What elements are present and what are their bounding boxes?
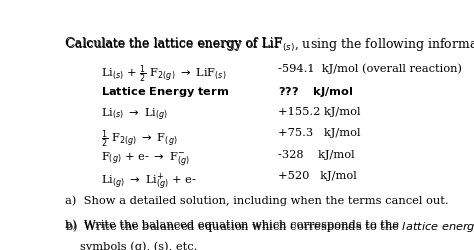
Text: a)  Show a detailed solution, including when the terms cancel out.: a) Show a detailed solution, including w… bbox=[65, 195, 448, 205]
Text: -328    kJ/mol: -328 kJ/mol bbox=[278, 150, 355, 160]
Text: Calculate the lattice energy of LiF: Calculate the lattice energy of LiF bbox=[65, 37, 282, 50]
Text: +75.3   kJ/mol: +75.3 kJ/mol bbox=[278, 128, 360, 138]
Text: Li$_{(s)}$ + $\frac{1}{2}$ F$_{2(g)}$ $\rightarrow$ LiF$_{(s)}$: Li$_{(s)}$ + $\frac{1}{2}$ F$_{2(g)}$ $\… bbox=[101, 64, 227, 85]
Text: F$_{(g)}$ + e- $\rightarrow$ F$^{-}_{(g)}$: F$_{(g)}$ + e- $\rightarrow$ F$^{-}_{(g)… bbox=[101, 150, 190, 168]
Text: -594.1  kJ/mol (overall reaction): -594.1 kJ/mol (overall reaction) bbox=[278, 64, 462, 74]
Text: $\bf{Lattice\ Energy\ term}$: $\bf{Lattice\ Energy\ term}$ bbox=[101, 85, 229, 99]
Text: Calculate the lattice energy of LiF$_{(s)}$, using the following information:: Calculate the lattice energy of LiF$_{(s… bbox=[65, 37, 474, 54]
Text: symbols (g), (s), etc.: symbols (g), (s), etc. bbox=[80, 241, 197, 250]
Text: b)  Write the balanced equation which corresponds to the: b) Write the balanced equation which cor… bbox=[65, 219, 399, 230]
Text: b)  Write the balanced equation which corresponds to the $\it{lattice\ energy}$,: b) Write the balanced equation which cor… bbox=[65, 219, 474, 234]
Text: Li$_{(g)}$ $\rightarrow$ Li$^{+}_{(g)}$ + e-: Li$_{(g)}$ $\rightarrow$ Li$^{+}_{(g)}$ … bbox=[101, 172, 197, 192]
Text: Calculate the lattice energy of LiF: Calculate the lattice energy of LiF bbox=[65, 37, 298, 50]
Text: +520   kJ/mol: +520 kJ/mol bbox=[278, 172, 356, 181]
Text: $\frac{1}{2}$ F$_{2(g)}$ $\rightarrow$ F$_{(g)}$: $\frac{1}{2}$ F$_{2(g)}$ $\rightarrow$ F… bbox=[101, 128, 178, 150]
Text: $\bf{???\ \ \ \ kJ/mol}$: $\bf{???\ \ \ \ kJ/mol}$ bbox=[278, 85, 353, 99]
Text: +155.2 kJ/mol: +155.2 kJ/mol bbox=[278, 107, 360, 117]
Text: Li$_{(s)}$ $\rightarrow$ Li$_{(g)}$: Li$_{(s)}$ $\rightarrow$ Li$_{(g)}$ bbox=[101, 107, 168, 123]
